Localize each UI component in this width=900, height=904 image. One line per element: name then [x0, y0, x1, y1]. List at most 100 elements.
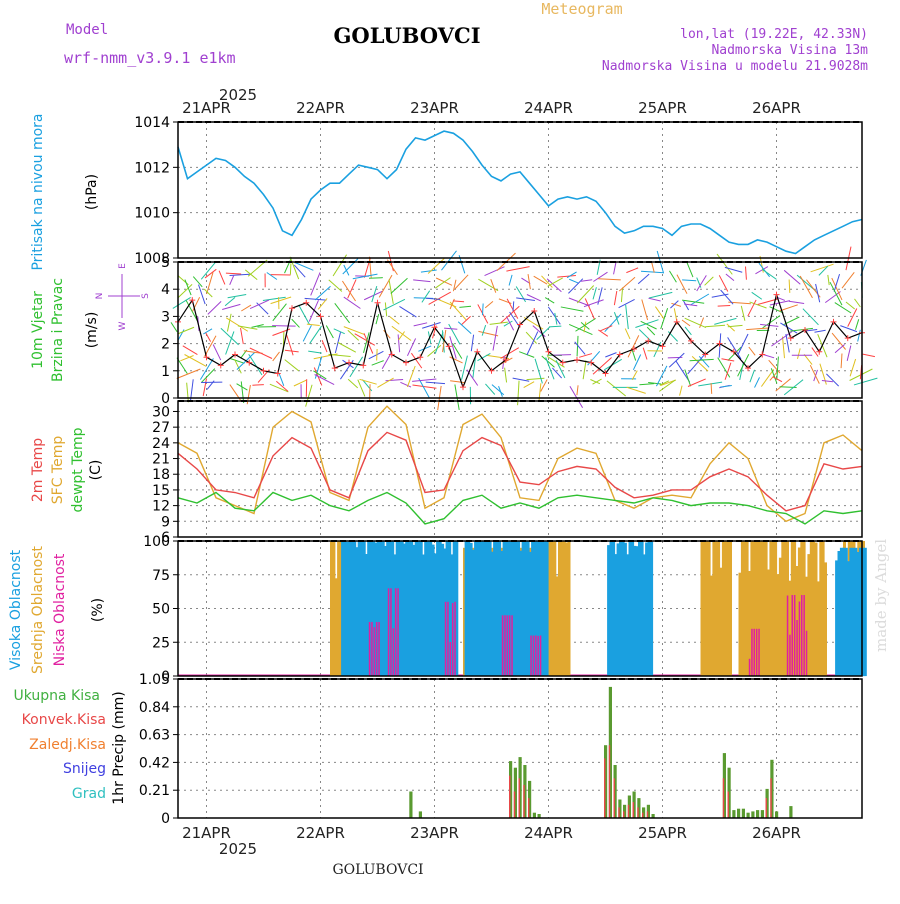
wind-arrow [285, 360, 299, 371]
wind-arrow [649, 292, 672, 298]
y-tick-label: 50 [152, 602, 170, 618]
wind-arrow [810, 365, 819, 383]
low-cloud-bar [754, 629, 756, 676]
panel-frame [178, 122, 862, 258]
wind-arrow [201, 262, 215, 279]
conv-precip-bar [770, 778, 771, 818]
wind-arrow [252, 385, 263, 386]
y-tick-label: 25 [152, 635, 170, 651]
wind-arrow [579, 354, 592, 358]
wind-arrow [310, 326, 322, 344]
y-tick-label: 2 [161, 337, 170, 353]
wind-arrow [749, 347, 755, 355]
wind-compass-icon: W E N S [95, 263, 151, 331]
conv-precip-bar [633, 802, 634, 818]
wind-arrow [684, 301, 689, 310]
wind-arrow [721, 290, 734, 304]
wind-arrow [561, 307, 584, 311]
wind-arrow [773, 377, 782, 382]
cloud-ylabel-low: Niska Oblacnost [52, 553, 68, 666]
wind-arrow [863, 354, 875, 356]
wind-arrow [458, 322, 471, 334]
low-cloud-bar [530, 636, 532, 677]
wind-arrow [719, 275, 728, 291]
low-cloud-bar [445, 602, 447, 676]
wind-ylabel: 10m Vjetar [30, 291, 46, 369]
wind-arrow [426, 298, 440, 299]
wind-gust-marker [417, 354, 423, 360]
wind-arrow [584, 322, 586, 333]
wind-arrow [241, 328, 244, 344]
y-tick-label: 30 [152, 404, 170, 420]
wind-arrow [828, 275, 829, 285]
wind-arrow [360, 379, 377, 384]
compass-n: N [95, 293, 105, 300]
wind-arrow [199, 285, 206, 304]
wind-arrow [652, 262, 655, 273]
low-cloud-bar [397, 588, 399, 676]
wind-arrow [528, 274, 530, 289]
wind-arrow [462, 316, 471, 324]
wind-arrow [752, 292, 762, 299]
total-precip-bar [775, 811, 778, 818]
wind-arrow [619, 299, 635, 307]
y-tick-label: 24 [152, 436, 170, 452]
wind-arrow [506, 267, 529, 271]
wind-arrow [485, 301, 493, 308]
wind-gust-marker [261, 368, 267, 374]
wind-arrow [557, 276, 576, 278]
day-label-top: 25APR [638, 99, 687, 117]
wind-arrow [400, 382, 411, 387]
wind-arrow [714, 318, 736, 324]
wind-arrow [755, 377, 760, 387]
wind-arrow [335, 303, 350, 323]
wind-arrow [605, 353, 616, 357]
y-tick-label: 3 [161, 309, 170, 325]
wind-arrow [478, 279, 498, 291]
wind-arrow [413, 280, 430, 282]
wind-arrow [329, 280, 342, 292]
wind-gust-marker [332, 365, 338, 371]
wind-gust-marker [246, 360, 252, 366]
wind-arrow [568, 279, 582, 294]
wind-arrow [643, 348, 647, 360]
wind-arrow [307, 324, 320, 325]
y-tick-label: 18 [152, 467, 170, 483]
low-cloud-bar [395, 588, 397, 676]
y-tick-label: 0.84 [139, 700, 170, 716]
wind-arrow [726, 274, 734, 281]
wind-arrow [725, 267, 742, 272]
wind-arrow [449, 324, 460, 344]
temp-ylabel-dew: dewpt Temp [70, 427, 86, 512]
station-title: GOLUBOVCI [333, 23, 480, 48]
wind-arrow [690, 294, 708, 305]
low-cloud-bar [533, 636, 535, 677]
wind-gust-marker [375, 300, 381, 306]
wind-arrow [577, 385, 578, 395]
low-cloud-bar [792, 595, 794, 676]
wind-arrow [334, 329, 345, 334]
wind-arrow [241, 305, 251, 311]
wind-gust-marker [788, 335, 794, 341]
wind-arrow [789, 301, 804, 303]
wind-arrow [641, 271, 664, 273]
wind-arrow [219, 271, 225, 285]
wind-arrow [205, 269, 216, 278]
wind-arrow [626, 268, 638, 273]
y-tick-label: 9 [161, 514, 170, 530]
wind-arrow [315, 375, 335, 385]
y-tick-label: 0.21 [139, 783, 170, 799]
low-cloud-bar [371, 622, 373, 676]
y-tick-label: 1014 [134, 115, 170, 131]
precip-legend: Ukupna Kisa Konvek.Kisa Zaledj.Kisa Snij… [13, 688, 106, 802]
wind-arrow [193, 277, 202, 287]
wind-arrow [392, 326, 411, 340]
wind-arrow [797, 348, 800, 359]
low-cloud-bar [378, 622, 380, 676]
wind-arrow [858, 330, 861, 342]
wind-gust-marker [360, 362, 366, 368]
low-cloud-bar [796, 620, 798, 676]
wind-arrow [369, 278, 383, 279]
wind-arrow [626, 305, 629, 329]
